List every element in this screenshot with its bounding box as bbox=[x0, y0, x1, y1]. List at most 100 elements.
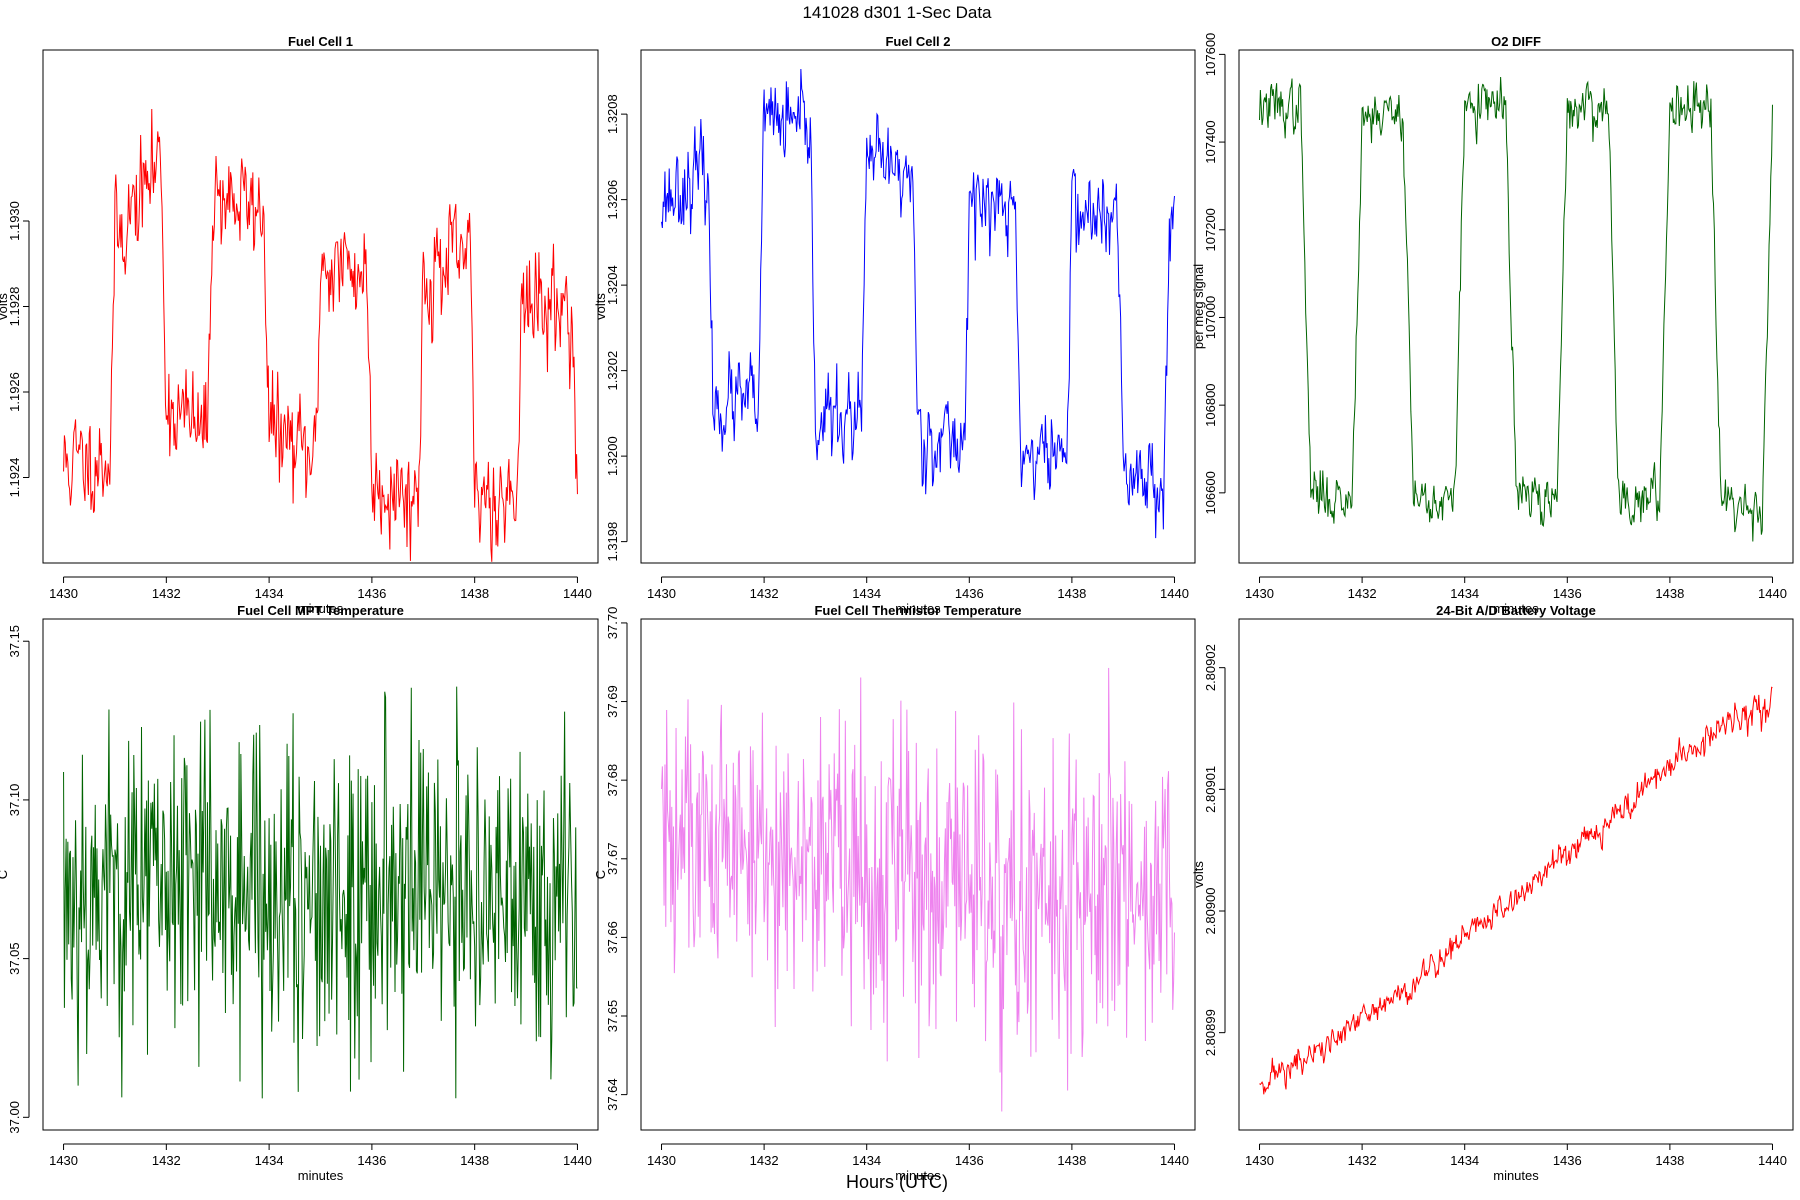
panel-3: O2 DIFF 1430 1432 1434 1436 1438 1440 minutes 10… bbox=[1191, 33, 1794, 616]
x-tick-label: 1436 bbox=[1553, 586, 1582, 601]
y-tick-label: 107600 bbox=[1203, 33, 1218, 76]
x-tick-label: 1432 bbox=[1348, 586, 1377, 601]
x-tick-label: 1438 bbox=[1655, 1153, 1684, 1168]
y-tick-label: 2.80902 bbox=[1203, 644, 1218, 691]
panel-2: Fuel Cell 2 1430 1432 1434 1436 1438 1440 minut… bbox=[593, 34, 1196, 616]
x-tick-label: 1432 bbox=[1348, 1153, 1377, 1168]
y-tick-label: 37.68 bbox=[605, 764, 620, 797]
y-tick-label: 37.65 bbox=[605, 1000, 620, 1033]
x-tick-label: 1438 bbox=[460, 586, 489, 601]
y-tick-label: 1.3206 bbox=[605, 180, 620, 220]
x-tick-label: 1436 bbox=[357, 1153, 386, 1168]
x-axis-label: minutes bbox=[298, 601, 344, 616]
y-tick-label: 107400 bbox=[1203, 120, 1218, 163]
x-tick-label: 1436 bbox=[955, 586, 984, 601]
y-tick-label: 1.3200 bbox=[605, 436, 620, 476]
x-tick-label: 1434 bbox=[852, 586, 881, 601]
y-tick-label: 1.3202 bbox=[605, 351, 620, 391]
series-line bbox=[63, 109, 578, 562]
y-tick-label: 107000 bbox=[1203, 296, 1218, 339]
y-tick-label: 37.67 bbox=[605, 843, 620, 876]
x-tick-label: 1430 bbox=[49, 586, 78, 601]
y-axis-label: per meg signal bbox=[1191, 264, 1206, 349]
series-line bbox=[661, 667, 1175, 1112]
y-tick-label: 1.1926 bbox=[7, 372, 22, 412]
panel-title: Fuel Cell MPT Temperature bbox=[237, 603, 404, 618]
panel-title: O2 DIFF bbox=[1491, 34, 1541, 49]
plot-frame bbox=[640, 618, 1196, 1131]
y-tick-label: 2.80899 bbox=[1203, 1009, 1218, 1056]
y-tick-label: 37.64 bbox=[605, 1078, 620, 1111]
x-tick-label: 1432 bbox=[750, 586, 779, 601]
y-tick-label: 107200 bbox=[1203, 208, 1218, 251]
panel-5: Fuel Cell Thermistor Temperature 1430 1432… bbox=[593, 603, 1196, 1183]
x-tick-label: 1434 bbox=[255, 1153, 284, 1168]
x-axis-label: minutes bbox=[1493, 1168, 1539, 1183]
x-axis-label: minutes bbox=[298, 1168, 344, 1183]
y-axis-label: volts bbox=[0, 293, 10, 320]
x-tick-label: 1430 bbox=[49, 1153, 78, 1168]
x-tick-label: 1440 bbox=[563, 586, 592, 601]
y-tick-label: 106600 bbox=[1203, 471, 1218, 514]
x-tick-label: 1430 bbox=[1245, 1153, 1274, 1168]
x-axis-label: minutes bbox=[895, 601, 941, 616]
x-tick-label: 1436 bbox=[1553, 1153, 1582, 1168]
y-tick-label: 37.15 bbox=[7, 625, 22, 658]
panel-title: Fuel Cell 2 bbox=[885, 34, 950, 49]
figure-title: 141028 d301 1-Sec Data bbox=[802, 3, 992, 22]
plot-frame bbox=[640, 49, 1196, 564]
x-tick-label: 1434 bbox=[852, 1153, 881, 1168]
y-tick-label: 1.3204 bbox=[605, 265, 620, 305]
y-tick-label: 1.3198 bbox=[605, 522, 620, 562]
y-tick-label: 37.70 bbox=[605, 607, 620, 640]
series-line bbox=[1259, 686, 1773, 1095]
x-tick-label: 1430 bbox=[1245, 586, 1274, 601]
y-tick-label: 37.10 bbox=[7, 784, 22, 817]
x-tick-label: 1432 bbox=[152, 1153, 181, 1168]
y-tick-label: 2.80900 bbox=[1203, 888, 1218, 935]
x-tick-label: 1438 bbox=[1057, 586, 1086, 601]
series-line bbox=[661, 69, 1175, 539]
y-tick-label: 37.69 bbox=[605, 685, 620, 718]
x-tick-label: 1436 bbox=[357, 586, 386, 601]
x-tick-label: 1438 bbox=[1057, 1153, 1086, 1168]
x-tick-label: 1436 bbox=[955, 1153, 984, 1168]
panel-1: Fuel Cell 1 1430 1432 1434 1436 1438 1440 minut… bbox=[0, 34, 599, 616]
plot-frame bbox=[42, 618, 599, 1131]
x-tick-label: 1432 bbox=[750, 1153, 779, 1168]
y-axis-label: C bbox=[0, 870, 10, 879]
y-tick-label: 1.3208 bbox=[605, 94, 620, 134]
plot-frame bbox=[1238, 618, 1794, 1131]
panel-title: 24-Bit A/D Battery Voltage bbox=[1436, 603, 1596, 618]
plot-frame bbox=[1238, 49, 1794, 564]
x-tick-label: 1440 bbox=[1160, 1153, 1189, 1168]
y-tick-label: 106800 bbox=[1203, 383, 1218, 426]
panel-6: 24-Bit A/D Battery Voltage 1430 1432 1434 14… bbox=[1191, 603, 1794, 1183]
x-tick-label: 1430 bbox=[647, 1153, 676, 1168]
plot-frame bbox=[42, 49, 599, 564]
x-axis-label: minutes bbox=[1493, 601, 1539, 616]
x-tick-label: 1434 bbox=[255, 586, 284, 601]
y-axis-label: C bbox=[593, 870, 608, 879]
y-tick-label: 1.1928 bbox=[7, 287, 22, 327]
y-tick-label: 1.1930 bbox=[7, 201, 22, 241]
y-tick-label: 37.66 bbox=[605, 921, 620, 954]
series-line bbox=[1259, 77, 1773, 542]
x-tick-label: 1430 bbox=[647, 586, 676, 601]
y-tick-label: 37.00 bbox=[7, 1101, 22, 1134]
y-axis-label: volts bbox=[593, 293, 608, 320]
x-tick-label: 1440 bbox=[1758, 1153, 1787, 1168]
x-tick-label: 1440 bbox=[1160, 586, 1189, 601]
x-tick-label: 1434 bbox=[1450, 586, 1479, 601]
panel-title: Fuel Cell Thermistor Temperature bbox=[814, 603, 1021, 618]
y-tick-label: 2.80901 bbox=[1203, 766, 1218, 813]
x-tick-label: 1432 bbox=[152, 586, 181, 601]
y-tick-label: 37.05 bbox=[7, 942, 22, 975]
panel-title: Fuel Cell 1 bbox=[288, 34, 353, 49]
common-x-label: Hours (UTC) bbox=[846, 1172, 948, 1192]
x-tick-label: 1440 bbox=[1758, 586, 1787, 601]
x-axis-label: minutes bbox=[895, 1168, 941, 1183]
x-tick-label: 1434 bbox=[1450, 1153, 1479, 1168]
panel-4: Fuel Cell MPT Temperature 1430 1432 1434 143… bbox=[0, 603, 599, 1183]
